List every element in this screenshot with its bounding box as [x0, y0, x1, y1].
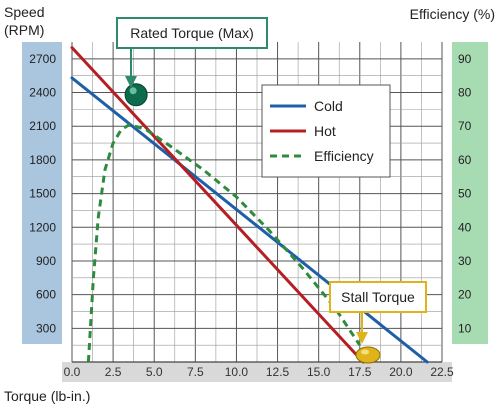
- y-right-tick-label: 30: [458, 254, 472, 268]
- x-tick-label: 0.0: [64, 365, 81, 379]
- y-right-label: Efficiency (%): [410, 6, 495, 22]
- y-left-tick-label: 900: [36, 254, 56, 268]
- legend-label-hot: Hot: [314, 123, 336, 139]
- y-right-tick-label: 20: [458, 288, 472, 302]
- x-tick-label: 22.5: [430, 365, 454, 379]
- series-line-cold: [70, 76, 429, 364]
- y-left-tick-label: 1200: [29, 220, 56, 234]
- y-left-tick-label: 2100: [29, 119, 56, 133]
- tick-labels: 0.0 2.5 5.0 7.5 10.0 12.5 15.0 17.5 20.0 22.5 300 6…: [29, 52, 471, 379]
- x-tick-label: 12.5: [266, 365, 290, 379]
- series-line-hot: [70, 46, 365, 364]
- legend-label-efficiency: Efficiency: [314, 148, 374, 164]
- y-right-tick-label: 70: [458, 119, 472, 133]
- rated-torque-marker: [124, 83, 148, 107]
- y-right-tick-label: 40: [458, 220, 472, 234]
- right-axis-band: [452, 42, 488, 344]
- x-tick-label: 5.0: [146, 365, 163, 379]
- series-line-efficiency: [86, 123, 362, 363]
- y-right-tick-label: 60: [458, 153, 472, 167]
- y-left-label-line1: Speed: [4, 4, 44, 20]
- annotation-markers: [124, 83, 381, 364]
- x-axis-label: Torque (lb-in.): [4, 388, 90, 404]
- y-left-tick-label: 1800: [29, 153, 56, 167]
- x-tick-label: 17.5: [348, 365, 372, 379]
- stall-torque-label: Stall Torque: [341, 289, 415, 305]
- x-tick-label: 7.5: [187, 365, 204, 379]
- series-group: [70, 46, 429, 364]
- y-right-tick-label: 90: [458, 52, 472, 66]
- rated-torque-marker-highlight: [129, 87, 137, 95]
- left-axis-band: [22, 42, 62, 344]
- stall-torque-marker: [355, 346, 381, 364]
- rated-torque-callout: Rated Torque (Max): [116, 17, 268, 88]
- rated-torque-label: Rated Torque (Max): [130, 25, 253, 41]
- y-right-tick-label: 50: [458, 187, 472, 201]
- y-left-tick-label: 600: [36, 288, 56, 302]
- y-right-tick-label: 10: [458, 321, 472, 335]
- y-left-tick-label: 2700: [29, 52, 56, 66]
- bottom-axis-band: [62, 362, 452, 382]
- y-right-tick-label: 80: [458, 86, 472, 100]
- y-left-tick-label: 1500: [29, 187, 56, 201]
- x-tick-label: 2.5: [105, 365, 122, 379]
- legend-label-cold: Cold: [314, 98, 343, 114]
- y-left-tick-label: 300: [36, 321, 56, 335]
- x-tick-label: 10.0: [225, 365, 249, 379]
- stall-torque-marker-highlight: [361, 349, 369, 355]
- legend: Cold Hot Efficiency: [261, 84, 391, 178]
- y-left-tick-label: 2400: [29, 86, 56, 100]
- x-tick-label: 15.0: [307, 365, 331, 379]
- stall-torque-callout: Stall Torque: [329, 281, 427, 344]
- y-left-label-line2: (RPM): [4, 22, 44, 38]
- x-tick-label: 20.0: [389, 365, 413, 379]
